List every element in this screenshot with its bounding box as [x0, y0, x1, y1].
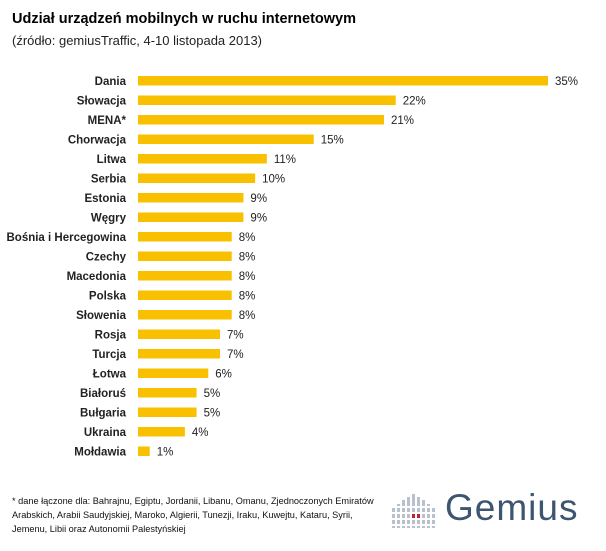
- category-label: Dania: [95, 76, 127, 88]
- bar: [138, 232, 232, 242]
- bar: [138, 212, 244, 222]
- category-label: Polska: [89, 290, 127, 302]
- category-label: Mołdawia: [74, 446, 126, 458]
- bar: [138, 310, 232, 320]
- value-label: 5%: [204, 407, 221, 419]
- bar: [138, 368, 209, 378]
- category-label: Bośnia i Hercegowina: [6, 232, 126, 244]
- bar: [138, 95, 396, 105]
- bar: [138, 427, 185, 437]
- bar: [138, 388, 197, 398]
- category-label: Słowenia: [76, 310, 126, 322]
- bar: [138, 407, 197, 417]
- value-label: 8%: [239, 290, 256, 302]
- category-label: Bułgaria: [80, 407, 127, 419]
- category-label: MENA*: [88, 115, 127, 127]
- category-label: Turcja: [92, 349, 126, 361]
- value-label: 15%: [321, 134, 344, 146]
- bar: [138, 271, 232, 281]
- category-label: Węgry: [91, 212, 127, 224]
- category-label: Rosja: [95, 329, 127, 341]
- bar: [138, 349, 220, 359]
- value-label: 8%: [239, 232, 256, 244]
- value-label: 8%: [239, 310, 256, 322]
- bar: [138, 115, 384, 125]
- value-label: 9%: [250, 212, 267, 224]
- bar: [138, 154, 267, 164]
- bar: [138, 329, 220, 339]
- value-label: 4%: [192, 427, 209, 439]
- gemius-logo: Gemius: [390, 486, 600, 536]
- category-label: Chorwacja: [68, 134, 127, 146]
- logo-text: Gemius: [445, 487, 579, 528]
- value-label: 6%: [215, 368, 232, 380]
- category-label: Macedonia: [67, 271, 127, 283]
- value-label: 7%: [227, 329, 244, 341]
- category-label: Białoruś: [80, 388, 126, 400]
- value-label: 7%: [227, 349, 244, 361]
- category-label: Serbia: [91, 173, 127, 185]
- bar: [138, 193, 244, 203]
- value-label: 11%: [274, 154, 296, 166]
- bar: [138, 251, 232, 261]
- category-label: Czechy: [86, 251, 127, 263]
- footnote: * dane łączone dla: Bahrajnu, Egiptu, Jo…: [12, 496, 374, 534]
- value-label: 21%: [391, 115, 414, 127]
- value-label: 8%: [239, 251, 256, 263]
- value-label: 35%: [555, 76, 578, 88]
- bar: [138, 446, 150, 456]
- chart-title: Udział urządzeń mobilnych w ruchu intern…: [12, 11, 357, 27]
- bar: [138, 173, 256, 183]
- bar: [138, 76, 548, 86]
- bar-chart: Dania 35% Słowacja 22% MENA* 21% Chorwacja 15% L…: [6, 76, 578, 459]
- gemius-logo-icon: [390, 494, 438, 528]
- value-label: 10%: [262, 173, 285, 185]
- chart-subtitle: (źródło: gemiusTraffic, 4-10 listopada 2…: [12, 33, 263, 48]
- bar: [138, 134, 314, 144]
- value-label: 1%: [157, 446, 174, 458]
- value-label: 8%: [239, 271, 256, 283]
- value-label: 5%: [204, 388, 221, 400]
- value-label: 22%: [403, 95, 426, 107]
- bar: [138, 290, 232, 300]
- category-label: Estonia: [84, 193, 126, 205]
- value-label: 9%: [250, 193, 267, 205]
- category-label: Łotwa: [93, 368, 127, 380]
- category-label: Litwa: [97, 154, 127, 166]
- category-label: Ukraina: [84, 427, 127, 439]
- category-label: Słowacja: [77, 95, 127, 107]
